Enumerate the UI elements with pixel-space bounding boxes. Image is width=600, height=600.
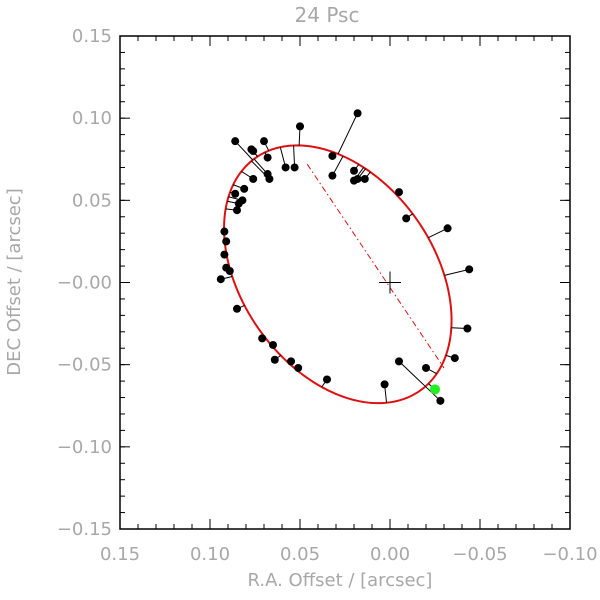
y-axis-label: DEC Offset / [arcsec]	[4, 188, 25, 375]
observation-point	[463, 324, 472, 333]
observation-point	[231, 137, 240, 146]
observation-point	[290, 163, 299, 172]
observation-point	[220, 227, 229, 236]
observation-point	[450, 354, 459, 363]
observation-point	[281, 163, 290, 172]
observation-point	[222, 237, 231, 246]
observation-point	[233, 206, 241, 215]
observation-point	[287, 357, 295, 366]
observation-point	[263, 170, 272, 179]
observation-point	[240, 184, 249, 193]
residual-line	[234, 140, 254, 161]
observation-point	[258, 334, 267, 343]
observation-point	[260, 137, 268, 146]
observation-point	[270, 355, 279, 364]
observation-point	[220, 250, 229, 259]
orbit-ellipse	[223, 144, 453, 405]
y-tick-label: −0.15	[57, 519, 112, 540]
observation-point	[380, 380, 389, 389]
observation-point	[216, 275, 225, 284]
observation-point	[263, 153, 272, 162]
plot-area	[216, 109, 474, 405]
observation-point	[443, 224, 452, 233]
line-of-nodes	[306, 163, 445, 369]
observation-point	[402, 214, 411, 223]
observation-point	[328, 151, 337, 160]
y-tick-label: 0.10	[72, 108, 112, 129]
observation-point	[422, 363, 430, 372]
observation-point	[231, 189, 240, 198]
y-tick-label: −0.00	[57, 273, 112, 294]
chart-title: 24 Psc	[295, 3, 360, 27]
observation-point	[296, 122, 304, 131]
observation-point	[328, 171, 337, 180]
y-tick-label: −0.05	[57, 355, 112, 376]
observation-point	[395, 357, 403, 366]
observation-point	[247, 145, 256, 154]
plot-frame	[119, 35, 571, 530]
x-tick-label: 0.05	[280, 544, 320, 565]
residual-line	[337, 113, 359, 155]
x-tick-label: −0.05	[452, 544, 507, 565]
y-tick-label: −0.10	[57, 437, 112, 458]
highlight-point	[430, 384, 440, 395]
x-tick-label: 0.00	[370, 544, 410, 565]
observation-point	[238, 196, 247, 205]
y-tick-label: 0.05	[72, 190, 112, 211]
observation-point	[233, 304, 241, 313]
residual-line	[444, 268, 470, 276]
observation-point	[436, 396, 445, 405]
x-axis-label: R.A. Offset / [arcsec]	[248, 570, 433, 591]
axes: 0.15 0.10 0.05 0.00 −0.05 −0.10 0.15 0.10 0.05 −0…	[57, 26, 598, 565]
observation-point	[395, 188, 403, 197]
x-tick-label: −0.10	[542, 544, 597, 565]
observation-point	[249, 174, 258, 183]
observation-point	[353, 109, 362, 118]
observation-point	[465, 265, 474, 274]
observation-point	[350, 176, 358, 185]
observation-point	[269, 340, 277, 349]
observation-point	[360, 174, 369, 183]
observation-point	[222, 263, 231, 272]
residual-line	[398, 361, 426, 387]
observation-point	[323, 375, 331, 384]
x-tick-label: 0.15	[100, 544, 140, 565]
x-tick-label: 0.10	[190, 544, 230, 565]
observation-point	[294, 363, 303, 372]
observation-point	[350, 166, 358, 175]
y-tick-label: 0.15	[72, 26, 112, 47]
